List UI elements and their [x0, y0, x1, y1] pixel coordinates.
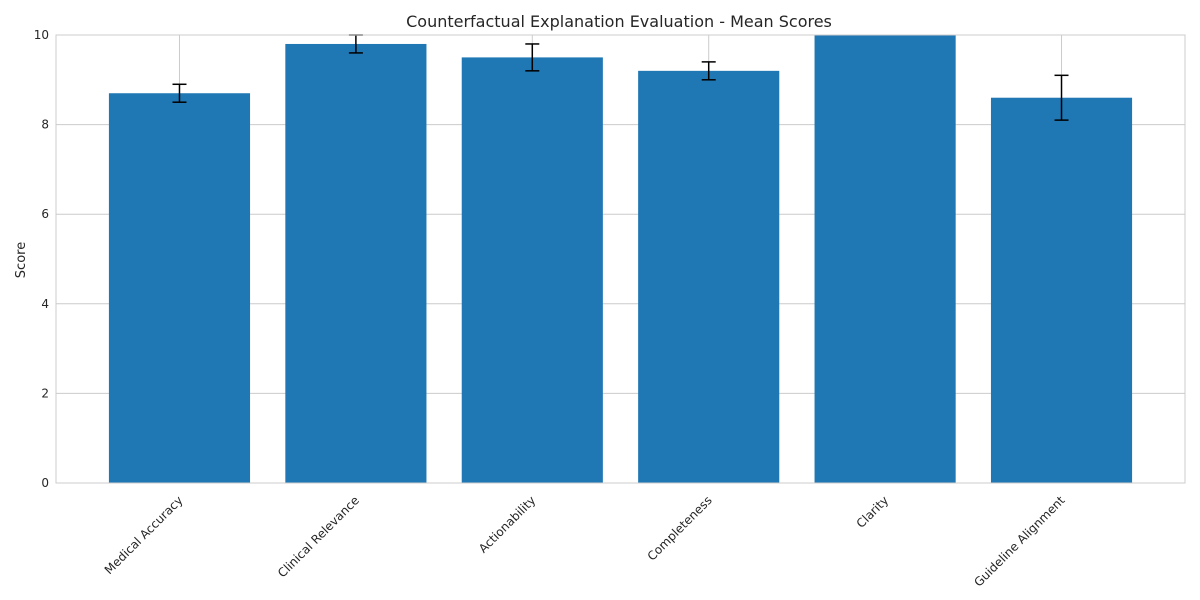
x-tick-label: Medical Accuracy	[102, 493, 186, 577]
error-bar-guideline-alignment	[1054, 74, 1069, 121]
x-tick-label: Guideline Alignment	[971, 493, 1068, 590]
bar-medical-accuracy	[108, 93, 251, 484]
y-tick-label: 2	[41, 386, 49, 400]
x-tick-label: Actionability	[476, 493, 538, 555]
y-tick-label: 10	[34, 28, 49, 42]
y-axis-ticks: 0 2 4 6 8 10	[34, 28, 49, 490]
x-tick-label: Clarity	[854, 493, 892, 531]
chart-title: Counterfactual Explanation Evaluation - …	[406, 12, 832, 31]
x-axis-ticks: Medical Accuracy Clinical Relevance Action…	[102, 493, 1068, 590]
y-tick-label: 4	[41, 297, 49, 311]
y-axis-label: Score	[14, 242, 29, 278]
y-tick-label: 0	[41, 476, 49, 490]
error-bar-medical-accuracy	[172, 83, 187, 103]
bar-clinical-relevance	[285, 43, 427, 484]
bars	[108, 35, 1133, 484]
y-tick-label: 8	[41, 118, 49, 132]
plot-frame	[55, 34, 1186, 484]
bar-clarity	[814, 35, 956, 483]
error-bar-actionability	[525, 43, 540, 72]
bar-completeness	[638, 70, 780, 483]
bar-guideline-alignment	[990, 97, 1133, 483]
bar-actionability	[461, 57, 603, 484]
x-tick-label: Clinical Relevance	[275, 493, 362, 580]
x-tick-label: Completeness	[645, 493, 715, 563]
error-bar-completeness	[701, 61, 716, 81]
y-tick-label: 6	[41, 207, 49, 221]
